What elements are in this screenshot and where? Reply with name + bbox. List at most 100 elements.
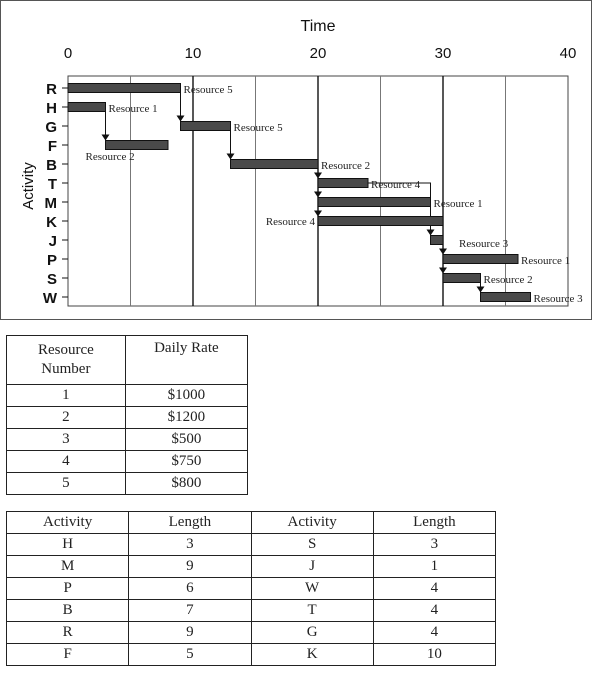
arrowhead	[439, 267, 447, 274]
resource-number-cell: 3	[6, 428, 126, 451]
length-cell: 3	[372, 533, 497, 556]
y-tick-label: R	[46, 81, 57, 98]
length-cell: 9	[128, 621, 252, 644]
activity-cell: P	[5, 577, 130, 600]
daily-rate-cell: $750	[124, 450, 249, 473]
header-activity: Activity	[5, 511, 130, 534]
table-row: R 9 G 4	[5, 621, 497, 644]
x-tick-label: 30	[435, 45, 452, 62]
table-row: 5 $800	[6, 472, 249, 495]
bar-label: Resource 3	[534, 293, 584, 305]
bar-label: Resource 2	[321, 160, 370, 172]
arrowhead	[176, 115, 185, 122]
daily-rate-cell: $1000	[124, 384, 249, 407]
bar-label: Resource 1	[109, 103, 158, 115]
resource-number-cell: 2	[6, 406, 126, 429]
resource-number-cell: 4	[6, 450, 126, 473]
chart-title: Time	[301, 18, 336, 35]
table-row: M 9 J 1	[5, 555, 497, 578]
bar-k	[317, 216, 444, 226]
table-row: 1 $1000	[6, 384, 249, 407]
y-tick-label: M	[45, 195, 58, 212]
daily-rate-cell: $500	[124, 428, 249, 451]
activity-cell: G	[250, 621, 374, 644]
bar-label: Resource 4	[266, 216, 316, 228]
y-tick-label: F	[48, 138, 57, 155]
bar-s	[442, 273, 481, 283]
table-row: F 5 K 10	[5, 643, 497, 666]
length-cell: 5	[128, 643, 252, 666]
bar-label: Resource 4	[371, 179, 421, 191]
daily-rate-cell: $800	[124, 472, 249, 495]
resource-number-cell: 1	[6, 384, 126, 407]
arrowhead	[101, 134, 110, 141]
gantt-chart: Time Activity 0 10 20 30 40 R H G F B T M K J P S W Resou…	[0, 0, 593, 327]
x-tick-label: 0	[64, 45, 72, 62]
table-row: 2 $1200	[6, 406, 249, 429]
bar-label: Resource 5	[234, 122, 284, 134]
resource-number-cell: 5	[6, 472, 126, 495]
bar-r	[67, 83, 181, 93]
activity-cell: R	[5, 621, 130, 644]
bar-m	[317, 197, 431, 207]
bar-label: Resource 2	[86, 151, 135, 163]
length-cell: 9	[128, 555, 252, 578]
activity-cell: W	[250, 577, 374, 600]
bar-label: Resource 3	[459, 238, 509, 250]
daily-rate-cell: $1200	[124, 406, 249, 429]
table-row: P 6 W 4	[5, 577, 497, 600]
length-cell: 4	[372, 599, 497, 622]
table-row: 4 $750	[6, 450, 249, 473]
y-tick-label: J	[49, 233, 57, 250]
bar-b	[230, 159, 319, 169]
activity-cell: H	[5, 533, 130, 556]
y-tick-label: S	[47, 271, 57, 288]
bar-h	[67, 102, 106, 112]
bar-p	[442, 254, 519, 264]
bar-label: Resource 2	[484, 274, 533, 286]
activity-cell: S	[250, 533, 374, 556]
length-cell: 4	[372, 577, 497, 600]
y-tick-label: W	[43, 290, 58, 307]
y-axis-label: Activity	[20, 162, 37, 210]
y-tick-label: H	[46, 100, 57, 117]
y-tick-label: B	[46, 157, 57, 174]
bar-w	[480, 292, 531, 302]
bar-f	[105, 140, 169, 150]
bar-j	[430, 235, 444, 245]
y-tick-label: P	[47, 252, 57, 269]
header-length: Length	[372, 511, 497, 534]
x-tick-label: 40	[560, 45, 577, 62]
header-activity: Activity	[250, 511, 374, 534]
table-header-row: Activity Length Activity Length	[5, 511, 497, 534]
header-daily-rate: Daily Rate	[124, 335, 249, 385]
y-tick-label: K	[46, 214, 57, 231]
length-cell: 10	[372, 643, 497, 666]
length-cell: 4	[372, 621, 497, 644]
activity-cell: K	[250, 643, 374, 666]
table-row: 3 $500	[6, 428, 249, 451]
bar-label: Resource 1	[521, 255, 570, 267]
arrowhead	[226, 153, 235, 160]
arrowhead	[426, 229, 435, 236]
activity-cell: F	[5, 643, 130, 666]
length-cell: 1	[372, 555, 497, 578]
table-header-row: Resource Number Daily Rate	[6, 335, 249, 385]
table-row: B 7 T 4	[5, 599, 497, 622]
length-cell: 6	[128, 577, 252, 600]
bar-g	[180, 121, 231, 131]
activity-cell: M	[5, 555, 130, 578]
resource-rate-table: Resource Number Daily Rate 1 $1000 2 $12…	[6, 335, 249, 495]
x-tick-label: 20	[310, 45, 327, 62]
x-tick-label: 10	[185, 45, 202, 62]
arrowhead	[476, 286, 485, 293]
y-tick-label: G	[45, 119, 57, 136]
activity-cell: T	[250, 599, 374, 622]
length-cell: 7	[128, 599, 252, 622]
bar-t	[317, 178, 369, 188]
bar-label: Resource 5	[184, 84, 234, 96]
table-row: H 3 S 3	[5, 533, 497, 556]
length-cell: 3	[128, 533, 252, 556]
